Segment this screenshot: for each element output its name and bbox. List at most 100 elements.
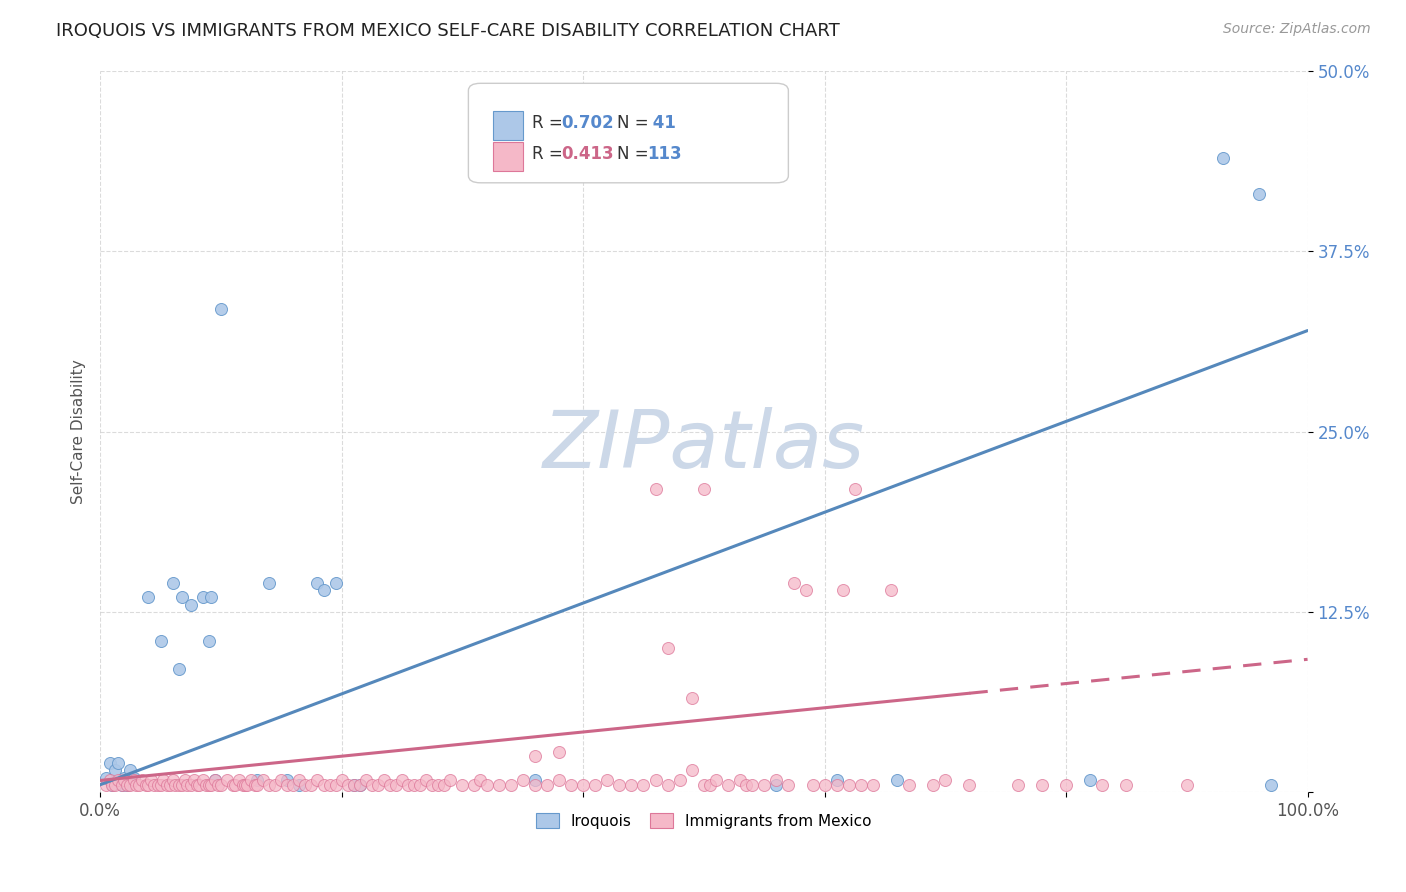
Point — [488, 778, 510, 792]
Point — [162, 773, 184, 788]
Point — [139, 773, 162, 788]
Point — [644, 482, 666, 496]
Point — [146, 778, 169, 792]
Point — [681, 691, 703, 706]
Point — [523, 773, 546, 788]
Point — [1212, 151, 1234, 165]
Point — [439, 773, 461, 788]
Point — [246, 778, 269, 792]
Point — [198, 778, 221, 792]
Point — [155, 778, 177, 792]
Point — [111, 778, 134, 792]
Point — [207, 778, 229, 792]
Point — [898, 778, 921, 792]
Text: 41: 41 — [647, 114, 676, 132]
Point — [620, 778, 643, 792]
Point — [111, 778, 134, 792]
Point — [312, 778, 335, 792]
Point — [252, 773, 274, 788]
Point — [246, 773, 269, 788]
Point — [349, 778, 371, 792]
Point — [607, 778, 630, 792]
Point — [402, 778, 425, 792]
Point — [318, 778, 340, 792]
Point — [959, 778, 981, 792]
Point — [778, 778, 800, 792]
Point — [200, 778, 222, 792]
Point — [693, 482, 716, 496]
Point — [172, 778, 194, 792]
Point — [499, 778, 522, 792]
Point — [325, 575, 347, 590]
Point — [288, 778, 311, 792]
Point — [162, 575, 184, 590]
Point — [934, 773, 956, 788]
Text: 0.702: 0.702 — [561, 114, 614, 132]
Point — [880, 583, 903, 598]
Point — [886, 773, 908, 788]
Text: Source: ZipAtlas.com: Source: ZipAtlas.com — [1223, 22, 1371, 37]
Point — [180, 598, 202, 612]
Point — [288, 773, 311, 788]
Point — [243, 778, 266, 792]
Point — [198, 633, 221, 648]
Point — [173, 773, 195, 788]
Point — [693, 778, 716, 792]
Point — [548, 745, 571, 759]
Point — [360, 778, 382, 792]
Point — [391, 773, 413, 788]
Point — [343, 778, 366, 792]
Point — [735, 778, 758, 792]
Point — [420, 778, 443, 792]
Point — [813, 778, 835, 792]
Point — [512, 773, 534, 788]
Point — [717, 778, 740, 792]
Point — [1091, 778, 1114, 792]
Point — [200, 591, 222, 605]
Point — [232, 778, 254, 792]
Point — [560, 778, 582, 792]
Text: ZIPatlas: ZIPatlas — [543, 407, 865, 485]
Point — [862, 778, 884, 792]
Point — [825, 778, 848, 792]
Point — [838, 778, 860, 792]
FancyBboxPatch shape — [492, 111, 523, 139]
Point — [1007, 778, 1029, 792]
Point — [233, 778, 256, 792]
Point — [107, 773, 129, 788]
Point — [115, 778, 138, 792]
Point — [536, 778, 558, 792]
Point — [523, 778, 546, 792]
Point — [396, 778, 419, 792]
Point — [765, 778, 787, 792]
Point — [922, 778, 945, 792]
Text: R =: R = — [533, 114, 568, 132]
Point — [236, 778, 259, 792]
Point — [657, 640, 679, 655]
Point — [704, 773, 727, 788]
Point — [224, 778, 246, 792]
Point — [294, 778, 316, 792]
Point — [596, 773, 619, 788]
Point — [115, 778, 138, 792]
Point — [122, 771, 145, 785]
Point — [349, 778, 371, 792]
Point — [96, 778, 118, 792]
Point — [180, 778, 202, 792]
Point — [135, 778, 157, 792]
Point — [204, 773, 226, 788]
Point — [188, 778, 211, 792]
Point — [204, 773, 226, 788]
Point — [825, 773, 848, 788]
Point — [176, 778, 198, 792]
Text: N =: N = — [617, 114, 654, 132]
Point — [1031, 778, 1053, 792]
Point — [1249, 186, 1271, 201]
Point — [276, 773, 298, 788]
Point — [101, 778, 124, 792]
Point — [668, 773, 690, 788]
FancyBboxPatch shape — [468, 83, 789, 183]
Point — [470, 773, 492, 788]
Text: R =: R = — [533, 145, 568, 163]
Point — [307, 575, 329, 590]
